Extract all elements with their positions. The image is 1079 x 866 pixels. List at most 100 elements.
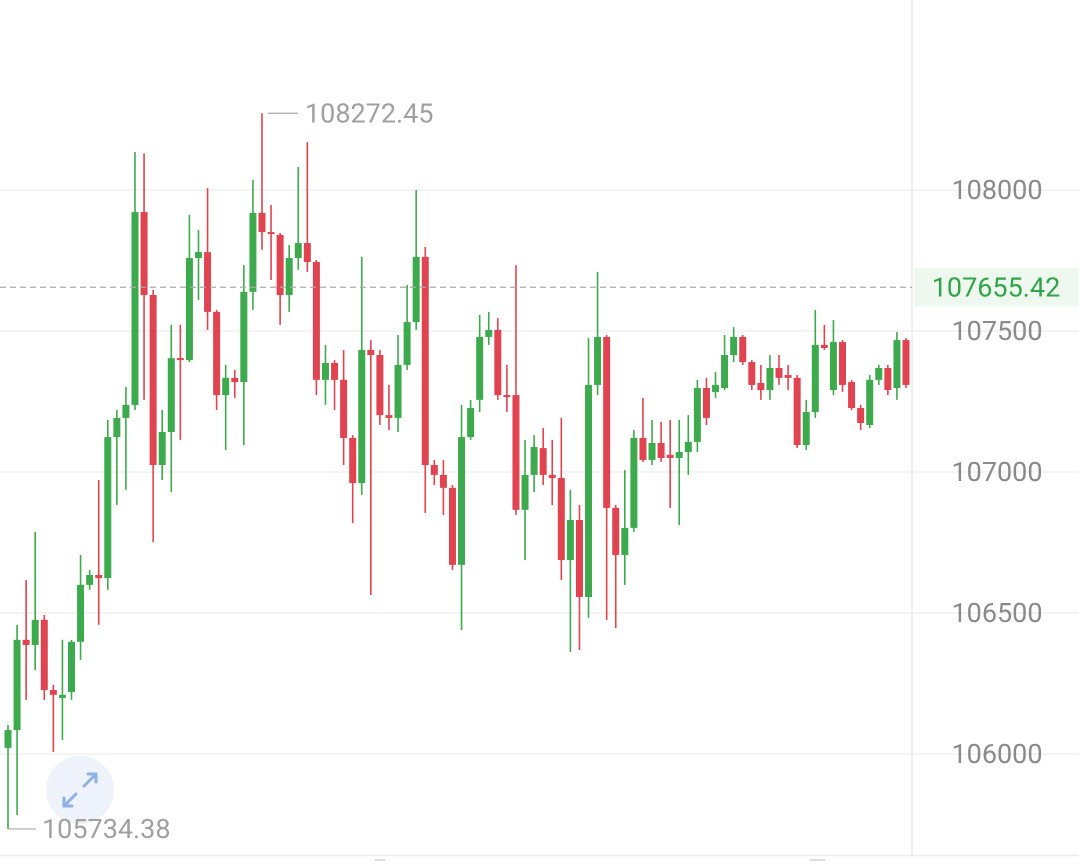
candle-body [430,465,438,475]
candle-body [331,362,339,380]
last-price-label: 107655.42 [932,271,1061,303]
candle-body [303,243,311,262]
candle-body [340,379,348,438]
candle-body [521,474,529,510]
candle-body [539,448,547,475]
candle-body [185,258,193,361]
candle-body [58,694,66,698]
candle-body [811,344,819,412]
candle-body [621,527,629,555]
candle-body [839,342,847,385]
candle-body [231,377,239,383]
candle-body [249,212,257,292]
candle-body [367,349,375,356]
candle-body [385,415,393,418]
candle-body [276,234,284,295]
candle-body [31,619,39,645]
max-annotation: 108272.45 [305,97,434,129]
candle-body [884,367,892,390]
candle-body [321,362,329,380]
candle-body [140,212,148,295]
candle-body [213,311,221,396]
candle-body [793,377,801,445]
candle-body [530,446,538,475]
candle-body [476,336,484,400]
candle-body [784,375,792,378]
candle-body [240,291,248,383]
candle-body [67,641,75,693]
candle-body [167,358,175,433]
expand-icon[interactable] [62,772,98,808]
candle-body [49,690,57,695]
candle-body [594,336,602,385]
candle-body [721,355,729,389]
candle-body [566,519,574,561]
candle-body [757,382,765,390]
candle-body [766,367,774,390]
candle-body [158,432,166,466]
candle-body [557,477,565,561]
y-tick-label: 106000 [951,738,1042,770]
y-tick-label: 106500 [951,597,1042,629]
candle-body [585,384,593,597]
candle-body [285,258,293,295]
expand-button[interactable] [46,756,114,824]
candle-body [730,336,738,356]
y-tick-label: 107500 [951,315,1042,347]
candle-body [122,404,130,418]
candle-body [866,379,874,425]
candle-body [176,358,184,361]
candle-body [648,443,656,460]
candle-body [104,437,112,579]
candle-body [467,408,475,438]
candle-body [857,408,865,423]
candle-body [194,252,202,259]
candle-body [149,294,157,466]
candle-body [666,454,674,458]
candle-body [548,474,556,478]
candle-body [575,519,583,597]
candle-body [639,437,647,460]
candle-body [77,584,85,642]
candle-body [294,243,302,259]
candle-body [439,474,447,488]
candle-body [403,322,411,365]
candle-body [829,342,837,390]
candle-body [820,344,828,348]
candle-body [494,329,502,396]
candle-body [40,619,48,691]
candle-body [258,212,266,233]
candle-body [349,437,357,484]
last-price-bg [914,268,1079,307]
candle-body [4,730,12,748]
y-tick-label: 108000 [951,174,1042,206]
candle-body [458,437,466,565]
candle-body [848,382,856,409]
candle-body [775,367,783,378]
candle-body [394,364,402,418]
candle-body [222,377,230,396]
candle-body [702,388,710,418]
candle-body [448,487,456,565]
candle-body [358,349,366,484]
candle-body [95,574,103,579]
candle-body [684,441,692,453]
candle-body [712,384,720,392]
y-tick-label: 107000 [951,456,1042,488]
candle-body [675,452,683,458]
candle-body [485,329,493,337]
candle-body [612,507,620,555]
candle-body [86,574,94,585]
candle-body [748,362,756,385]
candle-body [603,336,611,508]
candle-body [131,212,139,405]
candle-body [13,639,21,731]
candle-body [512,395,520,510]
candle-body [893,340,901,389]
candle-body [875,367,883,380]
candle-body [693,388,701,442]
min-annotation: 105734.38 [42,813,171,845]
candle-body [412,256,420,323]
candle-body [204,252,212,312]
candle-body [739,336,747,363]
